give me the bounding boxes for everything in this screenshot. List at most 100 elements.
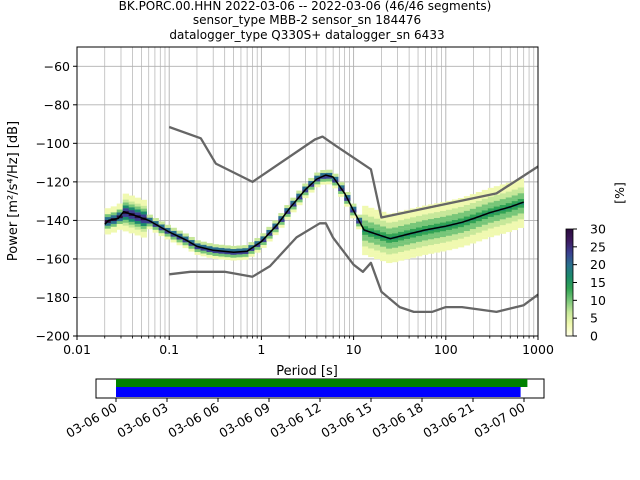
heatmap-cell: [236, 257, 243, 261]
heatmap-cell: [487, 234, 495, 238]
heatmap-cell: [146, 217, 153, 221]
heatmap-cell: [511, 195, 519, 199]
heatmap-cell: [332, 176, 339, 180]
heatmap-cell: [511, 221, 519, 225]
psd-heatmap: [104, 169, 525, 264]
heatmap-cell: [116, 218, 124, 222]
heatmap-cell: [409, 217, 417, 221]
heatmap-cell: [266, 232, 273, 236]
y-tick-label: −200: [36, 329, 70, 344]
heatmap-cell: [511, 198, 519, 202]
colorbar-tick-label: 15: [590, 275, 606, 290]
heatmap-cell: [404, 218, 411, 222]
heatmap-cell: [386, 248, 393, 252]
heatmap-cell: [164, 233, 171, 237]
heatmap-cell: [463, 201, 471, 206]
heatmap-cell: [224, 251, 231, 255]
heatmap-cell: [248, 242, 255, 246]
heatmap-cell: [475, 218, 483, 222]
heatmap-cell: [122, 222, 129, 226]
heatmap-cell: [493, 186, 501, 190]
heatmap-cell: [200, 253, 207, 257]
heatmap-cell: [439, 219, 447, 223]
heatmap-cell: [266, 235, 273, 239]
heatmap-cell: [421, 208, 429, 212]
heatmap-cell: [302, 186, 309, 190]
heatmap-cell: [368, 242, 375, 246]
heatmap-cell: [433, 243, 441, 247]
heatmap-cell: [517, 193, 525, 197]
heatmap-cell: [475, 197, 483, 201]
heatmap-cell: [200, 241, 207, 245]
heatmap-cell: [499, 227, 507, 231]
heatmap-cell: [469, 211, 477, 215]
heatmap-cell: [469, 223, 477, 227]
x-tick-label: 1: [257, 342, 265, 357]
heatmap-cell: [128, 204, 135, 208]
heatmap-cell: [338, 185, 345, 189]
heatmap-cell: [380, 223, 387, 227]
heatmap-cell: [475, 220, 483, 225]
heatmap-cell: [398, 220, 405, 224]
heatmap-cell: [104, 231, 112, 235]
heatmap-cell: [170, 239, 177, 243]
heatmap-cell: [463, 230, 471, 234]
heatmap-cell: [505, 208, 513, 212]
heatmap-cell: [350, 203, 357, 207]
heatmap-cell: [104, 211, 112, 215]
heatmap-cell: [445, 244, 453, 248]
heatmap-cell: [457, 209, 465, 213]
heatmap-cell: [445, 238, 453, 242]
heatmap-cell: [320, 172, 327, 176]
heatmap-cell: [386, 259, 393, 264]
colorbar-gradient: [565, 228, 574, 337]
heatmap-cell: [140, 211, 147, 215]
y-axis-label: Power [m²/s⁴/Hz] [dB]: [6, 121, 21, 261]
heatmap-cell: [332, 173, 339, 177]
heatmap-cell: [362, 208, 369, 212]
heatmap-cell: [272, 229, 279, 233]
heatmap-cell: [362, 252, 369, 256]
heatmap-cell: [404, 253, 411, 257]
heatmap-cell: [230, 251, 237, 255]
heatmap-cell: [421, 243, 429, 247]
heatmap-cell: [493, 200, 501, 204]
heatmap-cell: [302, 189, 309, 193]
heatmap-cell: [487, 190, 495, 194]
heatmap-cell: [493, 203, 501, 207]
heatmap-cell: [481, 224, 489, 228]
heatmap-cell: [128, 201, 135, 205]
heatmap-cell: [272, 223, 279, 227]
heatmap-cell: [122, 225, 129, 229]
heatmap-cell: [296, 196, 303, 200]
heatmap-cell: [487, 225, 495, 229]
heatmap-cell: [164, 224, 171, 228]
heatmap-cell: [511, 206, 519, 210]
heatmap-cell: [481, 192, 489, 196]
heatmap-cell: [457, 232, 465, 236]
heatmap-cell: [296, 190, 303, 194]
heatmap-cell: [272, 226, 279, 230]
heatmap-cell: [439, 248, 447, 252]
heatmap-cell: [517, 195, 525, 200]
heatmap-cell: [481, 236, 489, 240]
heatmap-cell: [493, 229, 501, 233]
heatmap-cell: [266, 238, 273, 242]
heatmap-cell: [128, 218, 135, 222]
heatmap-cell: [350, 212, 357, 216]
heatmap-cell: [116, 223, 124, 227]
heatmap-cell: [254, 243, 261, 247]
heatmap-cell: [392, 259, 399, 263]
heatmap-cell: [481, 189, 489, 193]
heatmap-cell: [104, 225, 112, 229]
heatmap-cell: [116, 212, 124, 216]
heatmap-cell: [433, 232, 441, 236]
heatmap-cell: [362, 234, 369, 238]
heatmap-cell: [493, 194, 501, 198]
heatmap-cell: [493, 226, 501, 230]
heatmap-cell: [427, 221, 435, 225]
heatmap-cell: [134, 232, 141, 236]
heatmap-cell: [194, 246, 201, 250]
heatmap-cell: [511, 212, 519, 216]
